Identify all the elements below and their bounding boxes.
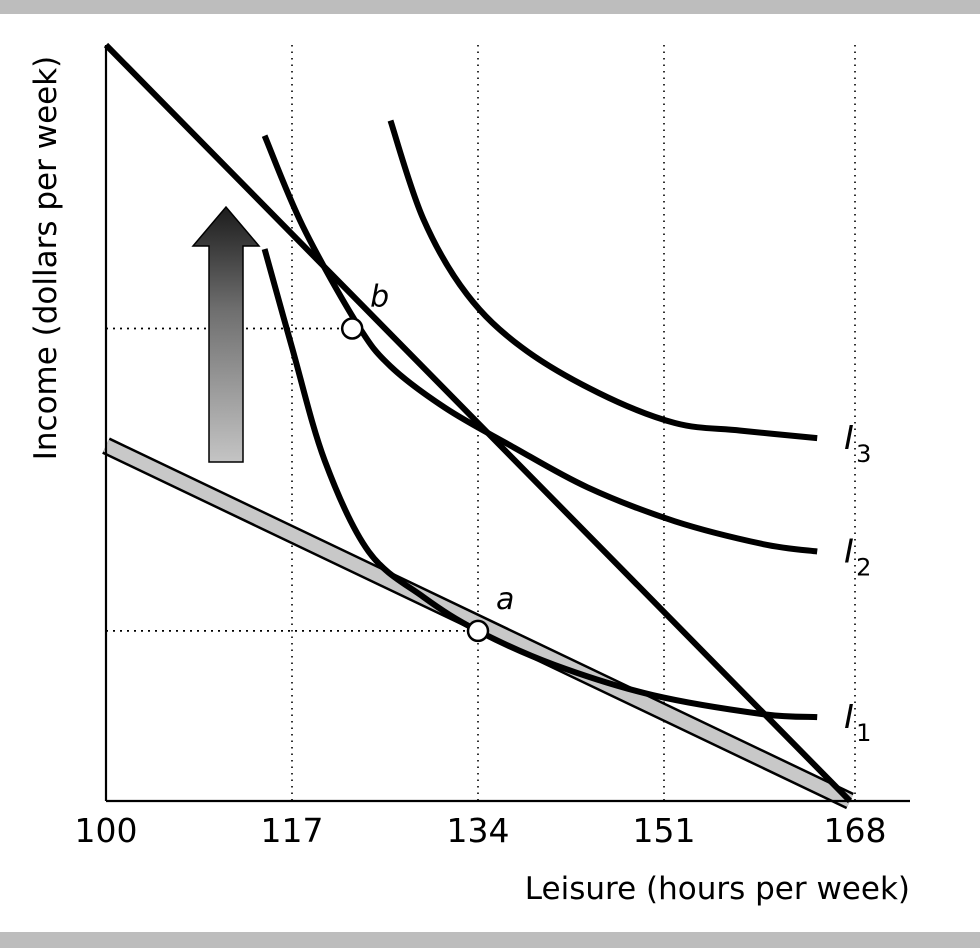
top-border-band (0, 0, 980, 14)
budget-line-new (103, 42, 853, 804)
indifference-curve-i1-label: I (844, 697, 854, 736)
x-tick-label-117: 117 (261, 811, 324, 850)
tick-layer: 100 117 134 151 168 (75, 811, 887, 850)
curve-layer (261, 119, 818, 721)
bottom-border-band (0, 932, 980, 948)
x-tick-label-151: 151 (633, 811, 696, 850)
guide-layer (106, 327, 478, 632)
indifference-curve-i3-label-subscript: 3 (856, 440, 871, 468)
indifference-curve-i3 (387, 119, 818, 442)
y-axis-title: Income (dollars per week) (28, 56, 64, 461)
point-b (340, 317, 364, 340)
point-a (466, 619, 490, 643)
point-layer (340, 317, 490, 643)
x-axis-title: Leisure (hours per week) (525, 871, 910, 907)
point-label-b: b (370, 280, 389, 315)
x-tick-label-100: 100 (75, 811, 138, 850)
indifference-curve-i1-label-subscript: 1 (856, 719, 871, 747)
shift-up-arrow (191, 205, 261, 463)
indifference-curve-i2-label: I (844, 532, 854, 571)
indifference-curve-i3-label: I (844, 418, 854, 457)
x-tick-label-134: 134 (447, 811, 510, 850)
label-layer: I 1I 2I 3ab (370, 280, 871, 748)
x-tick-label-168: 168 (824, 811, 887, 850)
indifference-curve-i1 (261, 248, 818, 721)
indifference-curve-i2-label-subscript: 2 (856, 554, 871, 582)
grid-layer (291, 45, 856, 801)
point-label-a: a (496, 582, 514, 617)
indifference-curve-i2 (261, 134, 818, 555)
